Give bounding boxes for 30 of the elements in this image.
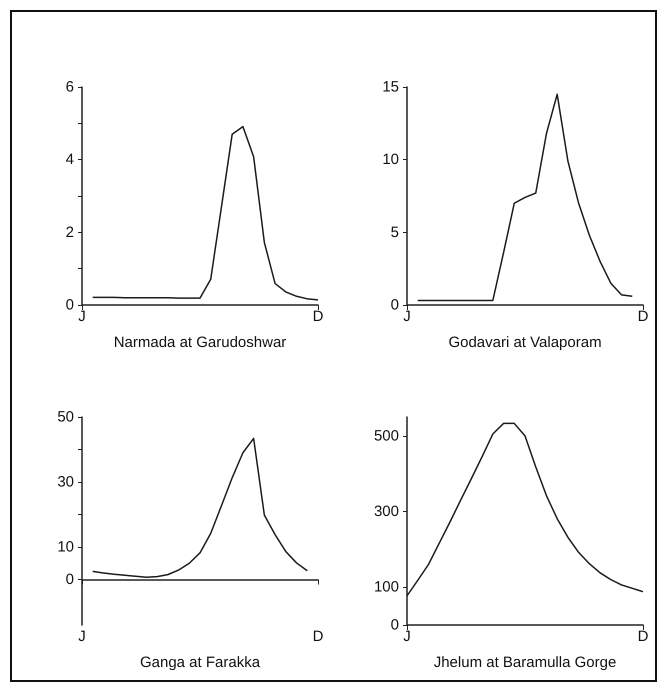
y-tick-label: 4	[66, 151, 74, 168]
x-tick-label: D	[312, 308, 324, 325]
y-tick-label: 0	[66, 296, 74, 314]
y-tick-label: 10	[57, 538, 74, 556]
y-tick-label: 6	[66, 78, 74, 96]
x-tick-label: J	[78, 308, 86, 325]
y-tick-label: 5	[390, 224, 399, 241]
y-tick-label: 0	[390, 296, 399, 314]
y-tick-label: 2	[66, 224, 74, 241]
y-tick-label: 10	[382, 151, 399, 168]
x-tick-label: D	[638, 628, 649, 645]
x-tick-label: J	[78, 628, 86, 645]
x-tick-label: J	[403, 628, 411, 645]
y-tick-label: 50	[57, 408, 74, 426]
y-tick-label: 500	[374, 427, 399, 444]
line-series	[416, 94, 634, 302]
x-tick-label: D	[312, 628, 324, 645]
x-axis-title: Godavari at Valaporam	[448, 334, 602, 351]
y-tick-label: 0	[66, 571, 74, 588]
x-tick-label: D	[638, 308, 649, 325]
x-axis-title: Ganga at Farakka	[140, 654, 261, 671]
y-tick-label: 100	[374, 578, 399, 596]
y-tick-label: 0	[390, 616, 399, 634]
y-tick-label: 30	[57, 474, 74, 490]
y-tick-label: 300	[374, 503, 399, 520]
x-tick-label: J	[403, 308, 411, 325]
line-series	[92, 126, 319, 301]
x-axis-title: Narmada at Garudoshwar	[114, 334, 286, 351]
x-axis-title: Jhelum at Baramulla Gorge	[434, 654, 616, 671]
y-tick-label: 15	[382, 78, 399, 96]
